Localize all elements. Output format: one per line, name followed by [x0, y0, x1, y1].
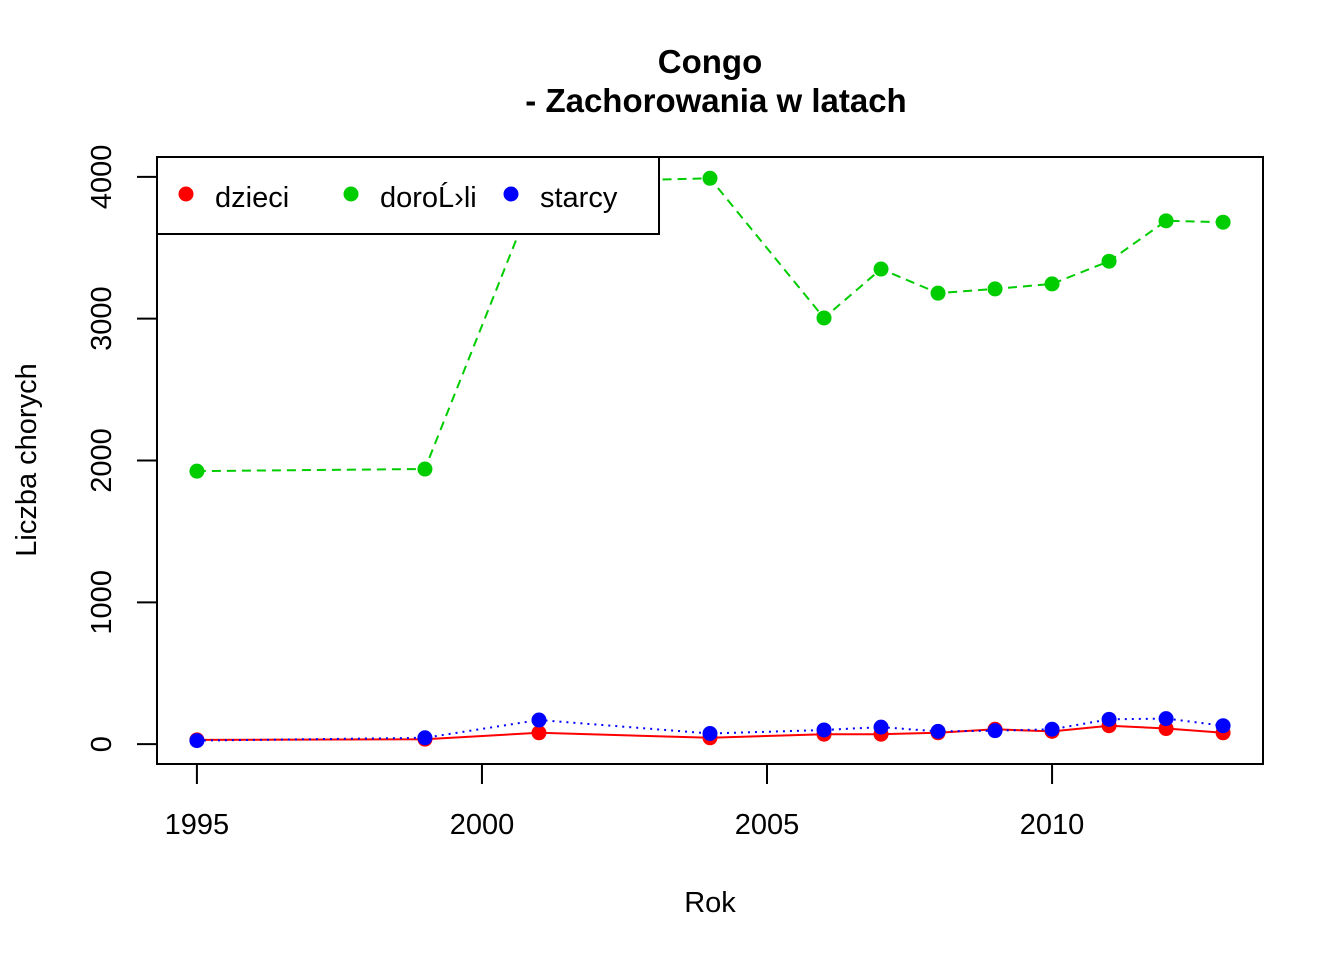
- data-point: [1044, 276, 1060, 292]
- x-axis-label: Rok: [684, 887, 736, 919]
- y-tick-label: 1000: [86, 570, 118, 635]
- x-tick-label: 1995: [165, 809, 230, 841]
- data-point: [1101, 711, 1117, 727]
- legend-marker: [178, 186, 194, 202]
- y-tick-label: 3000: [86, 286, 118, 351]
- data-point: [702, 726, 718, 742]
- data-point: [417, 730, 433, 746]
- data-point: [1215, 214, 1231, 230]
- data-point: [702, 170, 718, 186]
- series-line: [196, 724, 1224, 741]
- data-point: [189, 733, 205, 749]
- x-axis: 1995 2000 2005 2010: [165, 763, 1085, 841]
- data-point: [930, 285, 946, 301]
- legend-label: doroĹ›li: [380, 181, 477, 214]
- legend-label: dzieci: [215, 182, 289, 214]
- data-point: [1101, 253, 1117, 269]
- y-tick-label: 2000: [86, 428, 118, 493]
- data-point: [189, 463, 205, 479]
- legend-item-starcy: starcy: [503, 182, 618, 214]
- legend: dzieci doroĹ›li starcy: [156, 156, 660, 235]
- y-axis: 0 1000 2000 3000 4000: [86, 145, 158, 752]
- legend-item-doroĹ›li: doroĹ›li: [343, 181, 477, 214]
- legend-label: starcy: [540, 182, 618, 214]
- plot-frame: [156, 156, 1264, 765]
- legend-marker: [503, 186, 519, 202]
- legend-marker: [343, 186, 359, 202]
- legend-box: [156, 156, 660, 235]
- y-axis-label: Liczba chorych: [11, 363, 43, 556]
- series-starcy: [189, 711, 1231, 749]
- series-layer: [189, 170, 1231, 749]
- data-point: [987, 281, 1003, 297]
- data-point: [531, 712, 547, 728]
- y-tick-label: 4000: [86, 145, 118, 210]
- y-tick-label: 0: [86, 736, 118, 752]
- data-point: [1044, 721, 1060, 737]
- data-point: [417, 461, 433, 477]
- x-tick-label: 2010: [1020, 809, 1085, 841]
- data-point: [987, 723, 1003, 739]
- data-point: [531, 725, 547, 741]
- series-line: [196, 717, 1224, 742]
- legend-item-dzieci: dzieci: [178, 182, 289, 214]
- x-tick-label: 2005: [735, 809, 800, 841]
- data-point: [873, 719, 889, 735]
- x-tick-label: 2000: [450, 809, 515, 841]
- chart-subtitle: - Zachorowania w latach: [525, 82, 906, 119]
- data-point: [873, 261, 889, 277]
- data-point: [930, 723, 946, 739]
- data-point: [816, 310, 832, 326]
- data-point: [816, 722, 832, 738]
- chart-title: Congo: [658, 43, 762, 80]
- data-point: [1215, 718, 1231, 734]
- data-point: [1158, 711, 1174, 727]
- data-point: [1158, 213, 1174, 229]
